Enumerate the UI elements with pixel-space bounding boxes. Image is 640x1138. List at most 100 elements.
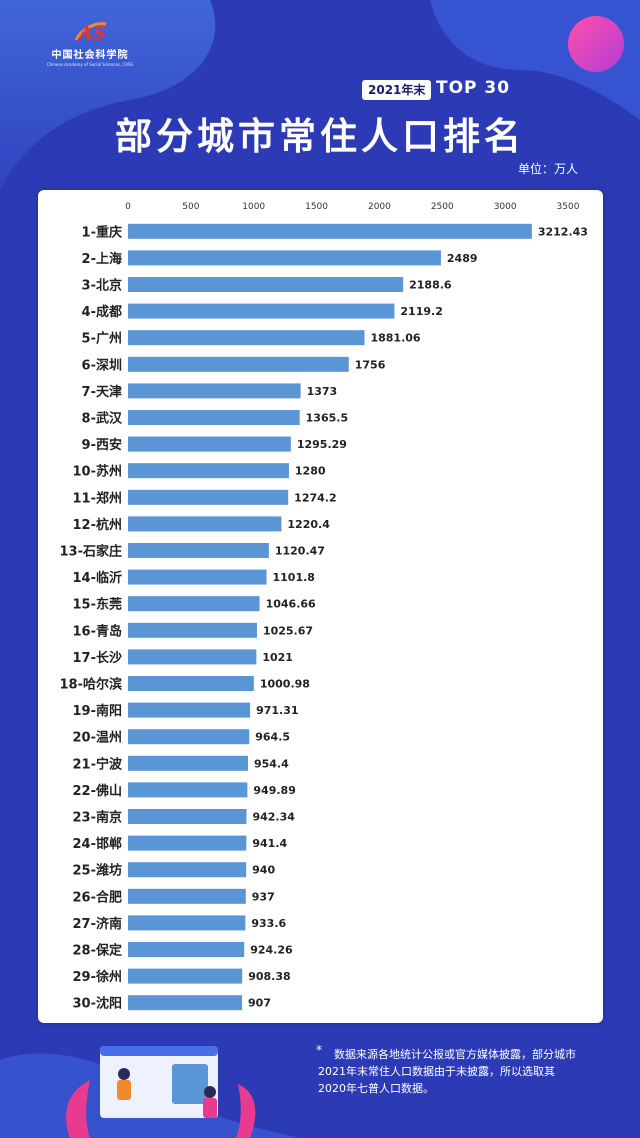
bar [128,915,246,931]
x-tick-label: 2000 [368,202,391,212]
bar [128,596,260,612]
bar [128,356,349,372]
category-label: 25-潍坊 [73,863,123,879]
page-title: 部分城市常住人口排名 [115,114,525,158]
category-label: 23-南京 [73,810,123,826]
footnote-star: * [316,1043,322,1057]
value-label: 1101.8 [273,571,315,584]
x-tick-label: 1000 [242,202,265,212]
illustration-person2-body [203,1098,217,1118]
value-label: 1365.5 [306,412,348,425]
bar [128,303,395,319]
x-tick-label: 2500 [431,202,454,212]
value-label: 1280 [295,465,326,478]
category-label: 18-哈尔滨 [60,677,123,693]
bar [128,410,300,425]
bar [128,676,254,691]
value-label: 937 [252,890,275,903]
value-label: 1120.47 [275,545,325,558]
value-label: 1756 [355,358,386,371]
value-label: 1373 [307,385,338,398]
category-label: 1-重庆 [82,224,122,240]
category-label: 12-杭州 [73,517,123,533]
category-label: 16-青岛 [73,623,123,639]
category-label: 14-临沂 [73,570,123,586]
bar [128,436,291,452]
value-label: 1021 [262,651,293,664]
org-logo: AS 中国社会科学院 Chinese Academy of Social Sci… [40,18,140,67]
category-label: 8-武汉 [82,411,123,427]
bar [128,702,251,718]
category-label: 30-沈阳 [73,996,123,1012]
category-label: 11-郑州 [73,490,123,506]
bar [128,489,289,505]
bar [128,729,250,745]
value-label: 1025.67 [263,624,313,637]
value-label: 907 [248,997,271,1010]
org-name-en: Chinese Academy of Social Sciences, CASS [46,62,134,67]
value-label: 941.4 [252,837,287,850]
category-label: 9-西安 [82,437,122,453]
x-tick-label: 500 [182,202,199,212]
illustration-card [172,1064,208,1104]
bar [128,330,365,346]
bar [128,622,257,638]
category-label: 6-深圳 [82,357,122,373]
category-label: 21-宁波 [73,756,123,772]
category-label: 5-广州 [82,331,122,347]
x-tick-label: 3000 [494,202,517,212]
bar [128,835,247,851]
illustration [66,1046,256,1138]
value-label: 942.34 [252,811,295,824]
category-label: 2-上海 [82,251,122,267]
illustration-person-head [118,1068,130,1080]
value-label: 1274.2 [294,491,336,504]
category-label: 4-成都 [82,304,122,320]
value-label: 940 [252,864,275,877]
value-label: 2119.2 [400,305,442,318]
value-label: 1220.4 [287,518,330,531]
bar [128,649,257,665]
footnote: 数据来源各地统计公报或官方媒体披露，部分城市2021年末常住人口数据由于未披露，… [318,1048,576,1095]
chart-panel: 0 500 1000 1500 2000 2500 3000 3500 1-重庆 3212.43 2… [38,190,603,1023]
bar [128,383,301,399]
illustration-person-body [117,1080,131,1100]
cass-emblem-icon: AS [74,22,107,44]
background-blob-pink [568,16,624,72]
bar [128,968,243,984]
bar [128,223,532,239]
category-label: 27-济南 [73,916,123,932]
value-label: 971.31 [256,704,298,717]
category-label: 28-保定 [73,943,123,959]
category-label: 20-温州 [73,731,123,746]
category-label: 17-长沙 [73,650,123,666]
bar [128,942,245,957]
bar [128,277,404,292]
value-label: 2489 [447,252,478,265]
category-label: 13-石家庄 [60,544,123,560]
bar [128,755,248,771]
value-label: 2188.6 [409,279,452,292]
org-name: 中国社会科学院 [51,50,129,61]
bar [128,995,243,1011]
category-label: 26-合肥 [73,889,123,905]
value-label: 3212.43 [538,225,588,238]
year-badge: 2021年末 [362,80,432,100]
bar [128,809,247,824]
value-label: 933.6 [251,917,286,930]
bar-chart: 0 500 1000 1500 2000 2500 3000 3500 1-重庆 3212.43 2… [60,202,588,1012]
unit-label: 单位：万人 [517,162,578,176]
bar [128,782,248,798]
bar [128,463,289,479]
illustration-leaf-left [66,1080,90,1138]
bar [128,250,441,266]
illustration-leaf-right [236,1084,256,1138]
illustration-board-header [100,1046,218,1056]
value-label: 1000.98 [260,678,310,691]
category-label: 24-邯郸 [73,836,123,852]
logo-letters: AS [77,23,106,44]
category-label: 10-苏州 [73,464,123,480]
value-label: 949.89 [253,784,295,797]
category-label: 3-北京 [82,278,122,294]
illustration-person2-head [204,1086,216,1098]
